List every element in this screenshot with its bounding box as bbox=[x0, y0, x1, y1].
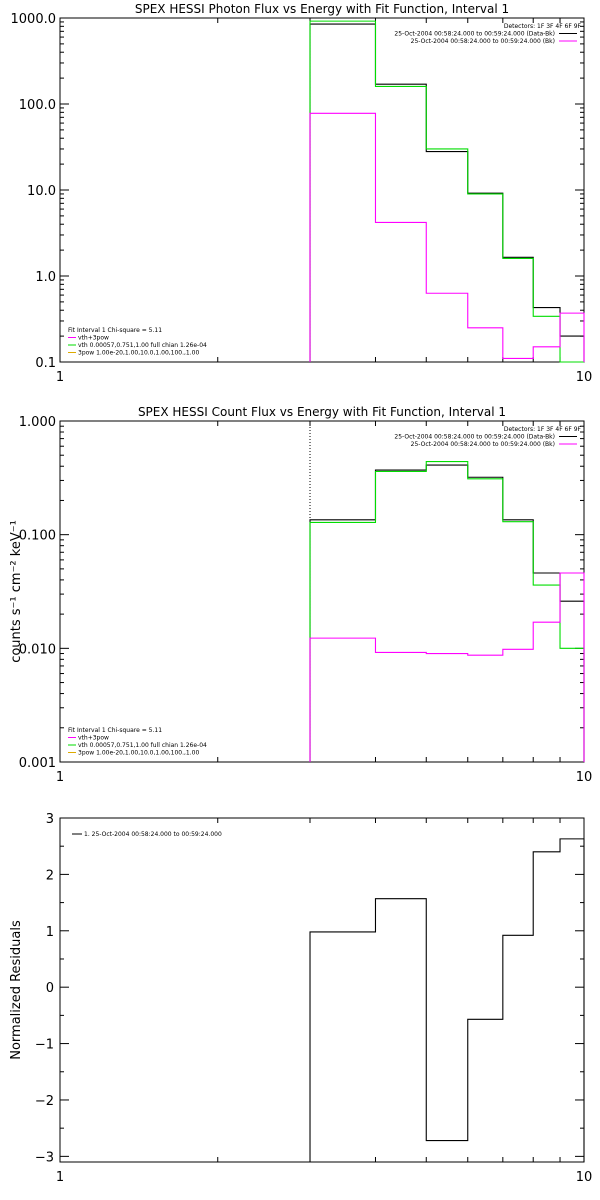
legend-upper-text: Detectors: 1F 3F 4F 6F 9F bbox=[504, 426, 582, 433]
x-tick-label: 1 bbox=[56, 770, 64, 785]
legend-upper-text: 25-Oct-2004 00:58:24.000 to 00:59:24.000… bbox=[411, 38, 555, 45]
legend-text: 1. 25-Oct-2004 00:58:24.000 to 00:59:24.… bbox=[84, 831, 222, 838]
y-ticks bbox=[60, 17, 584, 363]
y-tick-label: 10.0 bbox=[27, 184, 56, 199]
x-tick-label: 1 bbox=[56, 1170, 64, 1185]
y-tick-label: 1000.0 bbox=[11, 12, 57, 27]
series-2-line bbox=[309, 20, 584, 363]
legend-lower-text: vth+3pow bbox=[78, 335, 109, 342]
y-tick-label: 2 bbox=[46, 868, 54, 883]
y-tick-label: −3 bbox=[35, 1150, 54, 1165]
x-ticks bbox=[59, 18, 585, 362]
y-axis-label: counts s⁻¹ cm⁻² keV⁻¹ bbox=[9, 520, 24, 663]
series-1-line bbox=[309, 464, 585, 762]
x-tick-label: 1 bbox=[56, 370, 64, 385]
legend-lower-text: Fit Interval 1 Chi-square = 5.11 bbox=[68, 327, 162, 334]
y-tick-label: 1.0 bbox=[35, 270, 56, 285]
series-1-line bbox=[309, 838, 585, 1162]
legend-lower-text: vth+3pow bbox=[78, 735, 109, 742]
x-tick-label: 10 bbox=[576, 370, 593, 385]
legend-upper-text: 25-Oct-2004 00:58:24.000 to 00:59:24.000… bbox=[394, 31, 555, 38]
plot-frame bbox=[59, 420, 585, 763]
plot-frame bbox=[59, 817, 585, 1163]
chart-title: SPEX HESSI Photon Flux vs Energy with Fi… bbox=[135, 2, 509, 16]
series-3-line bbox=[309, 112, 585, 362]
series-2-line bbox=[309, 460, 585, 762]
legend-lower-text: vth 0.00057,0.751,1.00 full chian 1.26e-… bbox=[78, 342, 207, 349]
chart-panel-2: SPEX HESSI Count Flux vs Energy with Fit… bbox=[9, 405, 592, 785]
x-ticks bbox=[59, 421, 585, 762]
y-tick-label: 100.0 bbox=[19, 98, 56, 113]
y-ticks bbox=[60, 817, 584, 1157]
legend-lower-text: vth 0.00057,0.751,1.00 full chian 1.26e-… bbox=[78, 742, 207, 749]
legend-upper-text: 25-Oct-2004 00:58:24.000 to 00:59:24.000… bbox=[411, 441, 555, 448]
legend-upper-text: 25-Oct-2004 00:58:24.000 to 00:59:24.000… bbox=[394, 434, 555, 441]
y-tick-label: 0.001 bbox=[19, 756, 56, 771]
legend-upper-text: Detectors: 1F 3F 4F 6F 9F bbox=[504, 23, 582, 30]
y-tick-label: 0.010 bbox=[19, 642, 56, 657]
y-tick-label: −1 bbox=[35, 1038, 54, 1053]
y-axis-label: Normalized Residuals bbox=[9, 920, 24, 1060]
y-tick-label: 0.100 bbox=[19, 529, 56, 544]
x-tick-label: 10 bbox=[576, 1170, 593, 1185]
plot-frame bbox=[59, 17, 585, 363]
chart-title: SPEX HESSI Count Flux vs Energy with Fit… bbox=[138, 405, 506, 419]
x-tick-label: 10 bbox=[576, 770, 593, 785]
legend-lower-text: 3pow 1.00e-20,1.00,10.0,1.00,100.,1.00 bbox=[78, 750, 199, 757]
series-3-line bbox=[309, 572, 585, 762]
y-tick-label: 1 bbox=[46, 925, 54, 940]
x-ticks bbox=[59, 818, 585, 1162]
legend-lower-text: Fit Interval 1 Chi-square = 5.11 bbox=[68, 727, 162, 734]
y-tick-label: −2 bbox=[35, 1094, 54, 1109]
legend-lower-text: 3pow 1.00e-20,1.00,10.0,1.00,100.,1.00 bbox=[78, 350, 199, 357]
series-1-line bbox=[309, 23, 585, 362]
y-ticks bbox=[60, 420, 584, 763]
chart-panel-1: SPEX HESSI Photon Flux vs Energy with Fi… bbox=[11, 2, 593, 385]
y-tick-label: 0 bbox=[46, 981, 54, 996]
y-tick-label: 3 bbox=[46, 812, 54, 827]
y-tick-label: 1.000 bbox=[19, 415, 56, 430]
y-tick-label: 0.1 bbox=[35, 356, 56, 371]
